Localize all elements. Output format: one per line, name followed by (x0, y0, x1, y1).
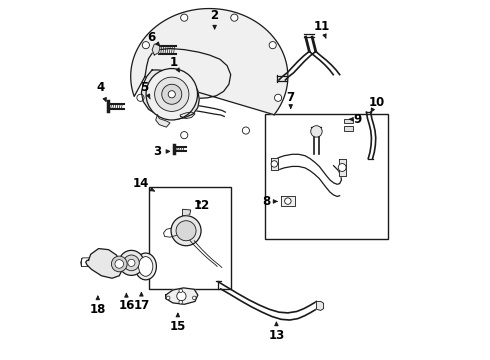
Text: 9: 9 (350, 113, 362, 126)
Circle shape (128, 259, 135, 266)
Circle shape (142, 41, 149, 49)
Bar (344, 126, 353, 131)
Circle shape (181, 14, 188, 21)
Polygon shape (142, 70, 199, 119)
Text: 18: 18 (90, 296, 106, 316)
Text: 15: 15 (170, 314, 186, 333)
Polygon shape (339, 158, 346, 176)
Polygon shape (156, 115, 170, 127)
Text: 6: 6 (147, 31, 160, 46)
Text: 12: 12 (194, 199, 210, 212)
Polygon shape (166, 288, 198, 304)
Text: 10: 10 (368, 96, 385, 112)
Text: 17: 17 (133, 293, 149, 312)
Circle shape (146, 68, 197, 120)
Text: 8: 8 (262, 195, 277, 208)
Circle shape (111, 256, 127, 272)
Circle shape (162, 84, 182, 104)
Polygon shape (152, 43, 160, 55)
Polygon shape (281, 196, 295, 206)
Text: 7: 7 (287, 91, 295, 108)
Circle shape (123, 255, 139, 271)
Text: 11: 11 (313, 20, 330, 38)
Circle shape (271, 161, 277, 167)
Bar (344, 118, 353, 123)
Text: 1: 1 (170, 55, 179, 72)
Text: 2: 2 (211, 9, 219, 29)
Circle shape (243, 127, 249, 134)
Text: 3: 3 (153, 145, 170, 158)
Polygon shape (86, 249, 122, 278)
Bar (265, 114, 388, 239)
Circle shape (171, 216, 201, 246)
Text: 4: 4 (96, 81, 106, 101)
Polygon shape (131, 9, 288, 115)
Circle shape (176, 221, 196, 241)
Circle shape (115, 260, 123, 268)
Text: 16: 16 (118, 293, 135, 312)
Circle shape (179, 300, 182, 304)
Ellipse shape (139, 257, 153, 276)
Circle shape (181, 131, 188, 139)
Circle shape (269, 41, 276, 49)
Circle shape (167, 296, 170, 300)
Polygon shape (317, 301, 323, 310)
Circle shape (311, 126, 322, 137)
Circle shape (193, 296, 196, 300)
Bar (148, 187, 231, 289)
Circle shape (231, 14, 238, 21)
Circle shape (119, 250, 144, 275)
Circle shape (137, 94, 144, 102)
Polygon shape (182, 209, 191, 216)
Circle shape (168, 91, 175, 98)
Circle shape (155, 77, 189, 111)
Circle shape (285, 198, 291, 204)
Text: 13: 13 (269, 322, 285, 342)
Circle shape (274, 94, 282, 102)
Text: 5: 5 (140, 81, 150, 99)
Polygon shape (271, 158, 278, 170)
Circle shape (338, 163, 346, 171)
Circle shape (179, 289, 182, 293)
Circle shape (177, 292, 186, 301)
Ellipse shape (135, 253, 156, 280)
Polygon shape (180, 112, 195, 118)
Text: 14: 14 (132, 177, 154, 191)
